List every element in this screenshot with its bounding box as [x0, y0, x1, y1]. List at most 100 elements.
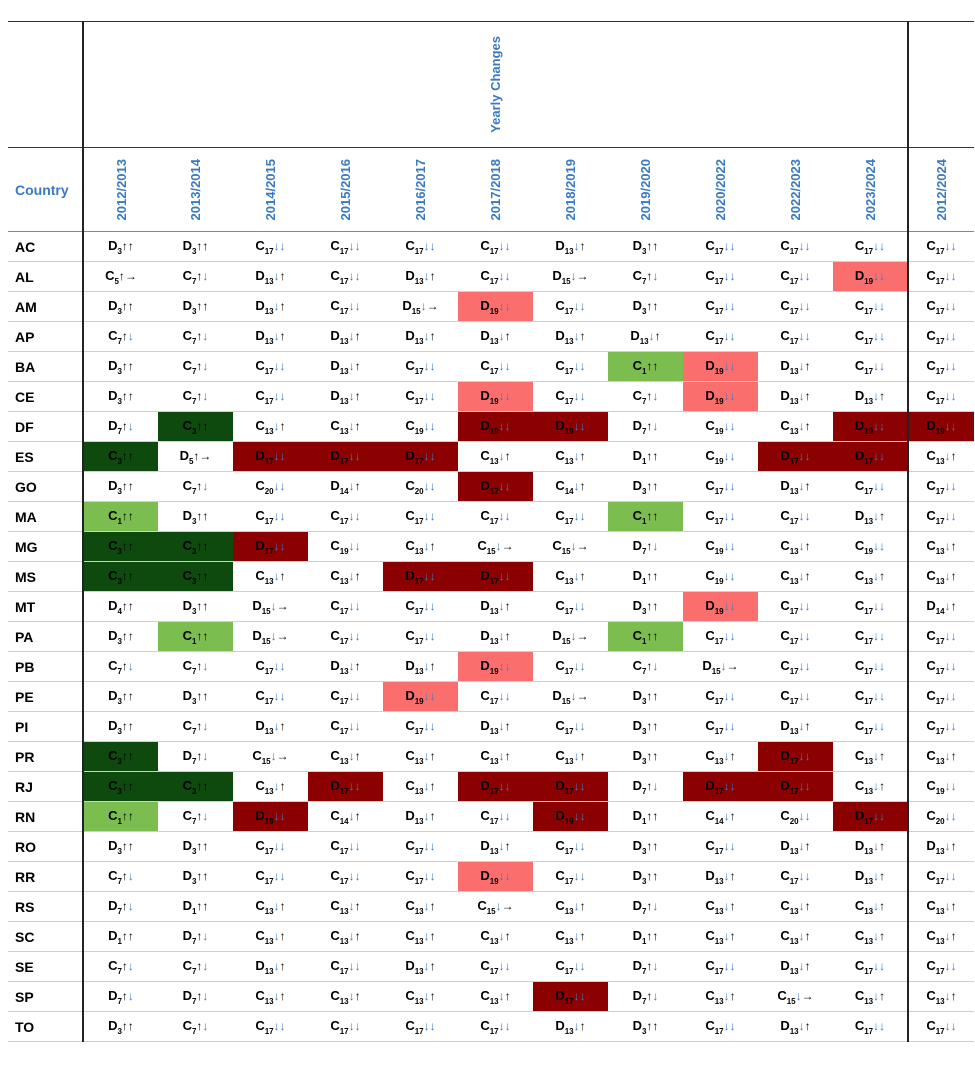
arrow-down-icon: ↓: [804, 268, 811, 283]
arrow-up-icon: ↑: [646, 748, 653, 763]
arrow-down-icon: ↓: [498, 268, 505, 283]
arrow-down-icon: ↓: [279, 1018, 286, 1033]
class-letter: C: [705, 297, 715, 313]
class-subscript: 13: [489, 727, 499, 737]
arrow-down-icon: ↓: [354, 538, 361, 553]
change-cell: C17↓↓: [833, 291, 909, 322]
arrow-down-icon: ↓: [944, 358, 951, 373]
year-column-header: 2022/2023: [758, 147, 833, 232]
change-cell: C3↑↑: [82, 531, 158, 562]
arrow-down-icon: ↓: [804, 748, 811, 763]
change-cell: D19↓↓: [383, 681, 458, 712]
class-letter: C: [405, 417, 415, 433]
country-cell: MS: [8, 561, 83, 592]
arrow-down-icon: ↓: [950, 268, 957, 283]
change-cell: C13↓↑: [758, 411, 833, 442]
class-subscript: 13: [864, 787, 874, 797]
change-cell: C13↓↑: [233, 561, 308, 592]
arrow-down-icon: ↓: [944, 388, 951, 403]
class-letter: C: [555, 837, 565, 853]
class-letter: C: [926, 777, 936, 793]
arrow-down-icon: ↓: [423, 718, 430, 733]
class-letter: D: [255, 807, 265, 823]
arrow-up-icon: ↑: [646, 778, 653, 793]
arrow-down-icon: ↓: [504, 808, 511, 823]
change-cell: C13↓↑: [458, 741, 533, 772]
change-cell: D19↓↓: [683, 381, 758, 412]
class-subscript: 17: [935, 277, 945, 287]
change-cell: C17↓↓: [683, 1011, 758, 1042]
arrow-down-icon: ↓: [423, 778, 430, 793]
class-subscript: 7: [117, 667, 122, 677]
change-cell: C7↑↓: [158, 801, 233, 832]
table-row: RR C7↑↓ D3↑↑ C17↓↓ C17↓↓ C17↓↓ D19↓↓ C17↓↓ D3↑↑ D…: [8, 861, 974, 892]
class-letter: C: [926, 897, 936, 913]
arrow-down-icon: ↓: [950, 418, 957, 433]
class-subscript: 17: [864, 607, 874, 617]
class-subscript: 13: [935, 577, 945, 587]
class-subscript: 1: [191, 907, 197, 917]
arrow-down-icon: ↓: [879, 478, 886, 493]
arrow-up-icon: ↑: [127, 478, 134, 493]
change-cell: D17↓↓: [383, 561, 458, 592]
change-cell: D13↓↑: [308, 651, 383, 682]
country-cell: AC: [8, 231, 83, 262]
class-subscript: 13: [339, 907, 349, 917]
change-cell: C17↓↓: [758, 261, 833, 292]
change-cell: C17↓↓: [458, 231, 533, 262]
class-subscript: 13: [864, 937, 874, 947]
change-cell: C7↑↓: [608, 651, 683, 682]
change-cell: C17↓↓: [233, 831, 308, 862]
arrow-down-icon: ↓: [879, 628, 886, 643]
change-cell: C7↑↓: [82, 951, 158, 982]
arrow-down-icon: ↓: [873, 988, 880, 1003]
class-letter: C: [108, 957, 118, 973]
change-cell: C3↑↑: [158, 531, 233, 562]
change-cell: C19↓↓: [383, 411, 458, 442]
change-cell: C15↓→: [758, 981, 833, 1012]
arrow-down-icon: ↓: [273, 838, 280, 853]
class-subscript: 17: [339, 247, 349, 257]
change-cell: C19↓↓: [683, 441, 758, 472]
change-cell: D13↓↑: [533, 231, 608, 262]
class-subscript: 17: [864, 667, 874, 677]
class-subscript: 13: [864, 847, 874, 857]
arrow-up-icon: ↑: [804, 388, 811, 403]
class-subscript: 17: [339, 307, 349, 317]
class-subscript: 19: [489, 427, 499, 437]
change-cell: D7↑↓: [158, 741, 233, 772]
arrow-down-icon: ↓: [504, 268, 511, 283]
class-subscript: 17: [414, 367, 424, 377]
class-letter: C: [780, 327, 790, 343]
change-cell: C17↓↓: [758, 681, 833, 712]
table-row: TO D3↑↑ C7↑↓ C17↓↓ C17↓↓ C17↓↓ C17↓↓ D13↓↑ D3↑↑ C…: [8, 1011, 974, 1042]
arrow-down-icon: ↓: [273, 1018, 280, 1033]
change-cell: D3↑↑: [608, 1011, 683, 1042]
class-subscript: 3: [191, 547, 197, 557]
arrow-down-icon: ↓: [573, 418, 580, 433]
table-row: MS C3↑↑ C3↑↑ C13↓↑ C13↓↑ D17↓↓ D17↓↓ C13↓↑ D1↑↑ C…: [8, 561, 974, 592]
class-letter: C: [854, 657, 865, 673]
change-cell: D5↑→: [158, 441, 233, 472]
arrow-up-icon: ↑: [121, 328, 128, 343]
change-cell: C17↓↓: [908, 861, 974, 892]
class-subscript: 17: [714, 1027, 724, 1037]
arrow-down-icon: ↓: [652, 898, 659, 913]
arrow-down-icon: ↓: [950, 238, 957, 253]
year-label: 2018/2019: [563, 158, 578, 221]
change-cell: C13↓↑: [908, 741, 974, 772]
arrow-up-icon: ↑: [196, 868, 203, 883]
change-cell: D17↓↓: [458, 471, 533, 502]
class-subscript: 17: [264, 397, 274, 407]
change-cell: C17↓↓: [383, 861, 458, 892]
arrow-down-icon: ↓: [873, 838, 880, 853]
country-cell: AM: [8, 291, 83, 322]
year-column-header: 2012/2013: [82, 147, 158, 232]
class-subscript: 7: [191, 667, 197, 677]
class-subscript: 7: [641, 277, 647, 287]
arrow-up-icon: ↑: [652, 508, 659, 523]
arrow-right-icon: →: [501, 898, 514, 913]
class-subscript: 17: [789, 787, 799, 797]
class-letter: C: [330, 237, 340, 253]
change-cell: D13↓↑: [833, 831, 909, 862]
